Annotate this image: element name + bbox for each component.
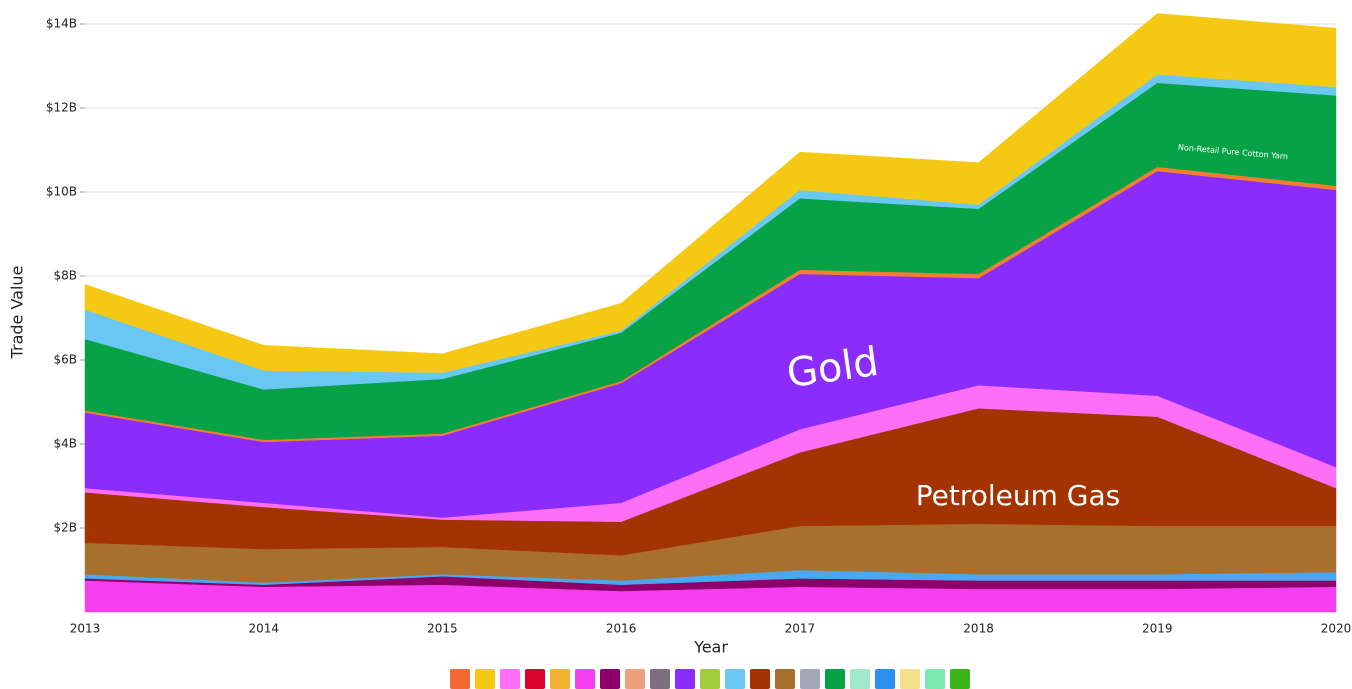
x-tick-label: 2020 [1321,622,1352,636]
legend-icon [925,669,945,689]
x-tick-label: 2015 [427,622,458,636]
y-axis-title: Trade Value [8,266,27,360]
plot-area [84,13,1337,613]
legend-icon [900,669,920,689]
legend-icon [800,669,820,689]
legend-icon [750,669,770,689]
legend-icon [625,669,645,689]
x-tick-label: 2017 [785,622,816,636]
x-axis-title: Year [693,638,728,657]
legend-icon [650,669,670,689]
y-tick-label: $6B [53,353,77,367]
y-tick-label: $10B [46,185,77,199]
legend-icon [825,669,845,689]
legend-icon [450,669,470,689]
y-tick-label: $14B [46,17,77,31]
area [84,13,1337,373]
legend-icon [675,669,695,689]
legend-icon [600,669,620,689]
legend-icon [950,669,970,689]
x-tick-label: 2018 [963,622,994,636]
x-tick-label: 2016 [606,622,637,636]
legend-icon [850,669,870,689]
legend-icon [550,669,570,689]
y-tick-label: $12B [46,101,77,115]
legend-icon [700,669,720,689]
legend-icon [525,669,545,689]
legend-icon [875,669,895,689]
x-tick-label: 2014 [248,622,279,636]
x-tick-label: 2019 [1142,622,1173,636]
legend-icon [500,669,520,689]
legend-icon [575,669,595,689]
x-tick-label: 2013 [70,622,101,636]
annotation: Petroleum Gas [916,479,1121,512]
legend-icon [475,669,495,689]
y-tick-label: $8B [53,269,77,283]
legend-icon [775,669,795,689]
legend-icon [725,669,745,689]
y-tick-label: $4B [53,437,77,451]
y-tick-label: $2B [53,521,77,535]
